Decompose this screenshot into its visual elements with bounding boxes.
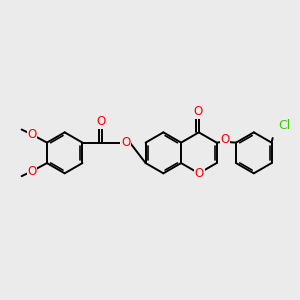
Text: O: O xyxy=(28,128,37,141)
Text: O: O xyxy=(220,133,230,146)
Text: O: O xyxy=(28,164,37,178)
Text: O: O xyxy=(97,115,106,128)
Text: O: O xyxy=(121,136,130,149)
Text: O: O xyxy=(195,167,204,180)
Text: Cl: Cl xyxy=(278,119,290,132)
Text: O: O xyxy=(193,105,202,118)
